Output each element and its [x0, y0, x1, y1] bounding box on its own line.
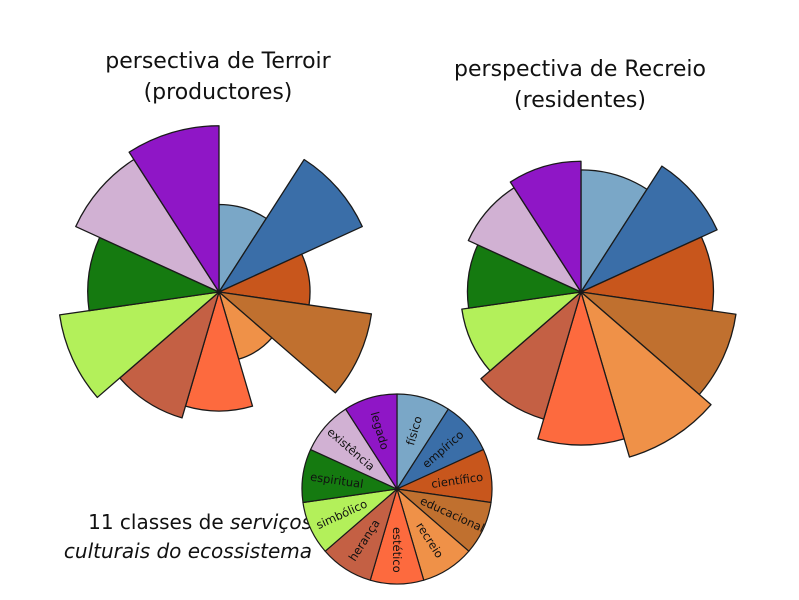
- caption-line1-italic: serviços: [230, 510, 312, 534]
- recreio-title-line1: perspectiva de Recreio: [454, 57, 706, 82]
- legend-caption: 11 classes de serviços culturais do ecos…: [20, 508, 312, 566]
- recreio-rose-chart: [461, 160, 737, 458]
- terroir-wedge-simbolico: [58, 291, 220, 399]
- recreio-wedge-recreio: [580, 291, 712, 458]
- terroir-title-line2: (productores): [143, 80, 293, 105]
- terroir-wedge-existencia: [75, 158, 220, 293]
- caption-line1-plain: 11 classes de: [88, 510, 230, 534]
- recreio-wedge-simbolico: [461, 291, 582, 372]
- terroir-wedge-empirico: [218, 158, 363, 293]
- terroir-title-line1: persectiva de Terroir: [105, 49, 331, 74]
- legend-label-estetico: estético: [390, 527, 404, 573]
- terroir-wedge-educacional: [218, 291, 373, 394]
- recreio-title-line2: (residentes): [514, 88, 646, 113]
- recreio-title: perspectiva de Recreio (residentes): [430, 54, 730, 116]
- terroir-wedge-legado: [128, 125, 220, 293]
- recreio-wedge-heranca: [480, 291, 582, 420]
- terroir-rose-chart: [58, 125, 373, 419]
- legend-pie: [301, 393, 493, 585]
- caption-line2-italic: culturais do ecossistema: [63, 539, 312, 563]
- caption-line1: 11 classes de serviços: [20, 508, 312, 537]
- caption-line2: culturais do ecossistema: [20, 537, 312, 566]
- recreio-wedge-estetico: [537, 291, 625, 446]
- legend-slice-legado: [345, 393, 398, 490]
- recreio-wedge-educacional: [580, 291, 737, 396]
- recreio-wedge-empirico: [580, 165, 718, 293]
- terroir-title: persectiva de Terroir (productores): [68, 46, 368, 108]
- recreio-wedge-legado: [509, 160, 582, 293]
